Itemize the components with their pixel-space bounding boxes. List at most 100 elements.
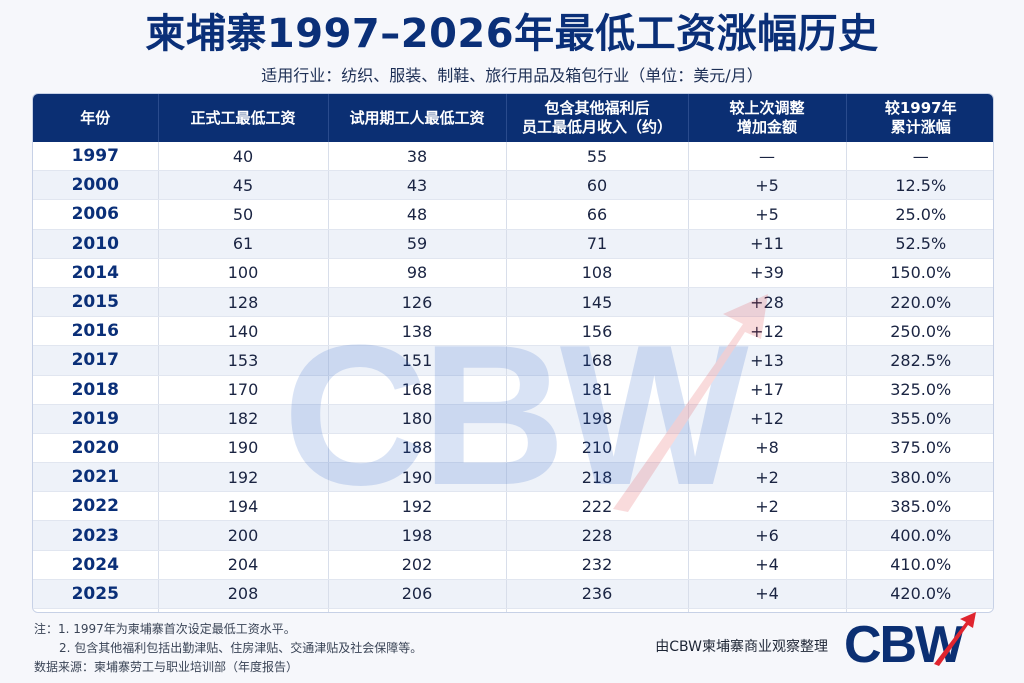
table-cell: 66 xyxy=(506,199,689,230)
table-cell: 182 xyxy=(158,404,329,434)
table-cell: 400.0% xyxy=(846,520,993,551)
table-cell: 128 xyxy=(158,287,329,318)
table-cell: 410.0% xyxy=(846,550,993,580)
table-cell: 60 xyxy=(506,170,689,201)
table-cell: +6 xyxy=(688,520,847,551)
table-row: 2024 204 202 232 +4 410.0% xyxy=(33,550,993,580)
table-row: 2016 140 138 156 +12 250.0% xyxy=(33,316,993,347)
table-cell: 238 xyxy=(506,608,689,612)
table-cell: 208 xyxy=(158,579,329,610)
credit-text: 由CBW柬埔寨商业观察整理 xyxy=(655,639,828,655)
table-row: 2017 153 151 168 +13 282.5% xyxy=(33,345,993,376)
table-cell: 168 xyxy=(328,375,507,405)
footnotes: 注：1. 1997年为柬埔寨首次设定最低工资水平。 2. 包含其他福利包括出勤津… xyxy=(34,620,422,677)
year-cell: 2017 xyxy=(33,345,159,376)
table-row: 2019 182 180 198 +12 355.0% xyxy=(33,404,993,434)
table-cell: 156 xyxy=(506,316,689,347)
table-cell: 25.0% xyxy=(846,199,993,230)
table-cell: +2 xyxy=(688,491,847,522)
table-cell: 325.0% xyxy=(846,375,993,405)
year-cell: 2018 xyxy=(33,375,159,405)
page-title: 柬埔寨1997–2026年最低工资涨幅历史 xyxy=(145,11,879,57)
table-cell: 218 xyxy=(506,462,689,493)
table-cell: 194 xyxy=(158,491,329,522)
table-cell: 180 xyxy=(328,404,507,434)
table-cell: 145 xyxy=(506,287,689,318)
year-cell: 1997 xyxy=(33,142,159,172)
table-cell: +13 xyxy=(688,345,847,376)
table-cell: 40 xyxy=(158,142,329,172)
table-row: 2000 45 43 60 +5 12.5% xyxy=(33,170,993,201)
table-row: 2021 192 190 218 +2 380.0% xyxy=(33,462,993,493)
table-row: 2020 190 188 210 +8 375.0% xyxy=(33,433,993,464)
year-cell: 2014 xyxy=(33,258,159,288)
table-cell: +4 xyxy=(688,550,847,580)
table-cell: +12 xyxy=(688,316,847,347)
table-cell: 210 xyxy=(506,433,689,464)
table-cell: 38 xyxy=(328,142,507,172)
table-row: 2026210208238+2425.0% xyxy=(33,608,993,612)
year-cell: 2020 xyxy=(33,433,159,464)
table-cell: 151 xyxy=(328,345,507,376)
year-cell: 2010 xyxy=(33,229,159,259)
year-cell: 2006 xyxy=(33,199,159,230)
table-cell: 55 xyxy=(506,142,689,172)
table-cell: 138 xyxy=(328,316,507,347)
column-header: 试用期工人最低工资 xyxy=(328,94,507,142)
table-cell: 50 xyxy=(158,199,329,230)
table-cell: 45 xyxy=(158,170,329,201)
table-cell: +11 xyxy=(688,229,847,259)
table-header: 年份 正式工最低工资 试用期工人最低工资 包含其他福利后 员工最低月收入（约） 较上次调… xyxy=(33,94,993,142)
year-cell: 2024 xyxy=(33,550,159,580)
table-cell: 153 xyxy=(158,345,329,376)
table-row: 2006 50 48 66 +5 25.0% xyxy=(33,199,993,230)
column-header: 较1997年 累计涨幅 xyxy=(846,94,993,142)
table-cell: — xyxy=(688,142,847,172)
table-cell: 190 xyxy=(158,433,329,464)
table-cell: 232 xyxy=(506,550,689,580)
table-cell: 206 xyxy=(328,579,507,610)
table-cell: 108 xyxy=(506,258,689,288)
year-cell: 2000 xyxy=(33,170,159,201)
table-cell: 98 xyxy=(328,258,507,288)
table-row: 2015 128 126 145 +28 220.0% xyxy=(33,287,993,318)
table-row: 2014 100 98 108 +39 150.0% xyxy=(33,258,993,288)
table-cell: 198 xyxy=(328,520,507,551)
table-cell: 198 xyxy=(506,404,689,434)
data-source: 数据来源：柬埔寨劳工与职业培训部（年度报告） xyxy=(34,660,299,674)
year-cell: 2025 xyxy=(33,579,159,610)
page-subtitle: 适用行业：纺织、服装、制鞋、旅行用品及箱包行业（单位：美元/月） xyxy=(261,66,763,85)
table-row: 2018 170 168 181 +17 325.0% xyxy=(33,375,993,405)
table-cell: 100 xyxy=(158,258,329,288)
table-row: 2022 194 192 222 +2 385.0% xyxy=(33,491,993,522)
wage-table: 年份 正式工最低工资 试用期工人最低工资 包含其他福利后 员工最低月收入（约） 较上次调… xyxy=(33,94,993,612)
table-body: 1997 40 38 55— —2000 45 43 60 +5 12.5% 2006 50 48 66 +… xyxy=(33,142,993,612)
year-cell: 2026 xyxy=(33,608,159,612)
table-cell: 250.0% xyxy=(846,316,993,347)
logo-text: CBW xyxy=(844,616,965,670)
table-cell: 192 xyxy=(158,462,329,493)
wage-table-container: 年份 正式工最低工资 试用期工人最低工资 包含其他福利后 员工最低月收入（约） 较上次调… xyxy=(32,93,994,613)
table-cell: 43 xyxy=(328,170,507,201)
table-cell: 355.0% xyxy=(846,404,993,434)
table-cell: 200 xyxy=(158,520,329,551)
table-cell: 202 xyxy=(328,550,507,580)
table-row: 2025 208 206 236 +4 420.0% xyxy=(33,579,993,610)
table-cell: 61 xyxy=(158,229,329,259)
table-cell: 380.0% xyxy=(846,462,993,493)
table-cell: +17 xyxy=(688,375,847,405)
table-cell: 71 xyxy=(506,229,689,259)
year-cell: 2015 xyxy=(33,287,159,318)
table-cell: 59 xyxy=(328,229,507,259)
header-row: 年份 正式工最低工资 试用期工人最低工资 包含其他福利后 员工最低月收入（约） 较上次调… xyxy=(33,94,993,142)
table-cell: 190 xyxy=(328,462,507,493)
table-cell: 236 xyxy=(506,579,689,610)
table-cell: 222 xyxy=(506,491,689,522)
table-cell: 126 xyxy=(328,287,507,318)
table-cell: 140 xyxy=(158,316,329,347)
table-cell: — xyxy=(846,142,993,172)
table-cell: 375.0% xyxy=(846,433,993,464)
table-cell: 228 xyxy=(506,520,689,551)
table-cell: +28 xyxy=(688,287,847,318)
